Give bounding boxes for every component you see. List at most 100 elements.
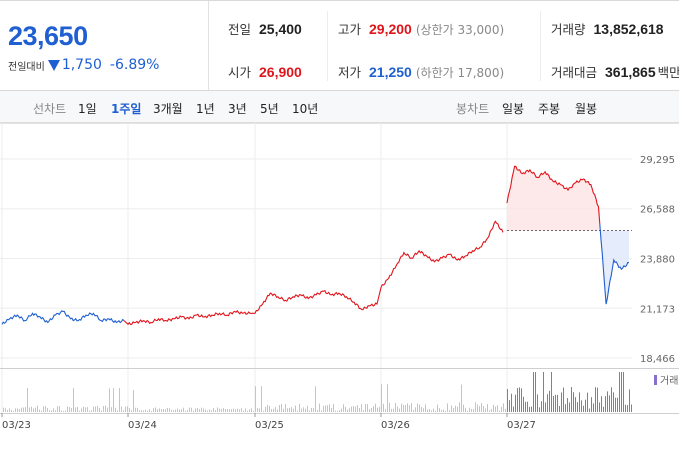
- volume-bar: [11, 409, 12, 412]
- volume-legend-swatch: [654, 375, 657, 385]
- volume-bar: [343, 404, 344, 412]
- price-line-segment: [599, 223, 630, 305]
- volume-bar: [255, 386, 256, 412]
- candle-weekly[interactable]: 주봉: [538, 102, 561, 116]
- volume-bar: [377, 407, 378, 412]
- stat-amount: 거래대금 361,865 백만: [551, 62, 679, 81]
- volume-bar: [525, 401, 526, 412]
- volume-bar: [361, 404, 362, 412]
- volume-bar: [63, 410, 64, 412]
- volume-bar: [471, 408, 472, 412]
- volume-bar: [209, 409, 210, 412]
- volume-bar: [223, 408, 224, 412]
- volume-bar: [155, 407, 156, 412]
- volume-bar: [59, 406, 60, 412]
- volume-bar: [35, 407, 36, 412]
- volume-bar: [87, 407, 88, 412]
- volume-bar: [533, 372, 534, 412]
- volume-bar: [607, 391, 608, 412]
- volume-bar: [591, 397, 592, 412]
- volume-bar: [351, 406, 352, 412]
- volume-bar: [371, 407, 372, 412]
- volume-bar: [417, 403, 418, 412]
- volume-bar: [597, 387, 598, 412]
- stat-value: 21,250: [369, 64, 412, 80]
- volume-bar: [385, 409, 386, 412]
- volume-bar: [307, 405, 308, 412]
- volume-bar: [259, 408, 260, 412]
- volume-bar: [159, 408, 160, 412]
- volume-bar: [65, 410, 66, 412]
- change-label: 전일대비: [8, 61, 45, 73]
- volume-bar: [25, 406, 26, 412]
- period-10y[interactable]: 10년: [292, 102, 319, 116]
- period-1w[interactable]: 1주일: [111, 102, 142, 116]
- volume-bar: [103, 405, 104, 412]
- volume-bar: [187, 409, 188, 412]
- volume-bar: [603, 406, 604, 412]
- y-tick-label: 23,880: [640, 255, 675, 266]
- volume-bar: [23, 407, 24, 412]
- volume-bar: [395, 402, 396, 412]
- up-shading: [507, 166, 629, 231]
- volume-bar: [537, 394, 538, 412]
- volume-bar: [321, 410, 322, 412]
- volume-bar: [267, 405, 268, 412]
- volume-bar: [523, 396, 524, 412]
- volume-bar: [265, 406, 266, 412]
- volume-bar: [233, 408, 234, 412]
- volume-bar: [275, 406, 276, 412]
- volume-bar: [243, 410, 244, 412]
- volume-bar: [383, 403, 384, 412]
- volume-bar: [279, 405, 280, 412]
- volume-bar: [125, 406, 126, 412]
- period-3y[interactable]: 3년: [228, 102, 247, 116]
- volume-bar: [185, 410, 186, 412]
- volume-bar: [455, 405, 456, 412]
- volume-bar: [409, 405, 410, 412]
- volume-bar: [247, 410, 248, 412]
- volume-bar: [327, 405, 328, 412]
- volume-bar: [369, 409, 370, 412]
- change-value: 1,750: [61, 57, 102, 73]
- volume-bar: [141, 410, 142, 412]
- period-1y[interactable]: 1년: [196, 102, 215, 116]
- volume-bar: [131, 410, 132, 412]
- volume-bar: [391, 408, 392, 412]
- volume-bar: [219, 408, 220, 412]
- volume-bar: [423, 408, 424, 412]
- volume-bar: [373, 406, 374, 412]
- volume-bar: [477, 404, 478, 412]
- volume-bar: [261, 386, 262, 412]
- period-1d[interactable]: 1일: [78, 102, 97, 116]
- volume-bar: [515, 394, 516, 412]
- volume-bar: [433, 408, 434, 412]
- volume-bar: [323, 405, 324, 412]
- period-3m[interactable]: 3개월: [153, 102, 183, 116]
- chart-toolbar: 선차트 1일 1주일 3개월 1년 3년 5년 10년 봉차트 일봉 주봉 월봉: [0, 91, 679, 123]
- volume-bar: [245, 408, 246, 412]
- stat-label: 고가: [338, 22, 362, 37]
- volume-bar: [465, 407, 466, 412]
- candle-daily[interactable]: 일봉: [502, 102, 525, 116]
- stat-low: 저가 21,250 (하한가 17,800): [338, 62, 504, 81]
- volume-bar: [227, 409, 228, 412]
- volume-bar: [437, 404, 438, 412]
- y-tick-label: 18,466: [640, 354, 675, 365]
- y-tick-label: 29,295: [640, 155, 675, 166]
- price-line-segment: [123, 220, 504, 326]
- volume-bar: [521, 388, 522, 412]
- volume-bar: [335, 410, 336, 412]
- volume-bar: [107, 407, 108, 412]
- period-5y[interactable]: 5년: [260, 102, 279, 116]
- volume-bar: [277, 409, 278, 412]
- y-axis-labels: 29,295 26,588 23,880 21,173 18,466: [640, 155, 675, 365]
- volume-bar: [627, 405, 628, 412]
- divider: [327, 11, 328, 81]
- volume-bar: [365, 404, 366, 412]
- volume-bar: [165, 409, 166, 412]
- volume-bar: [295, 405, 296, 412]
- volume-bar: [543, 372, 544, 412]
- volume-bar: [55, 410, 56, 412]
- candle-monthly[interactable]: 월봉: [575, 102, 598, 116]
